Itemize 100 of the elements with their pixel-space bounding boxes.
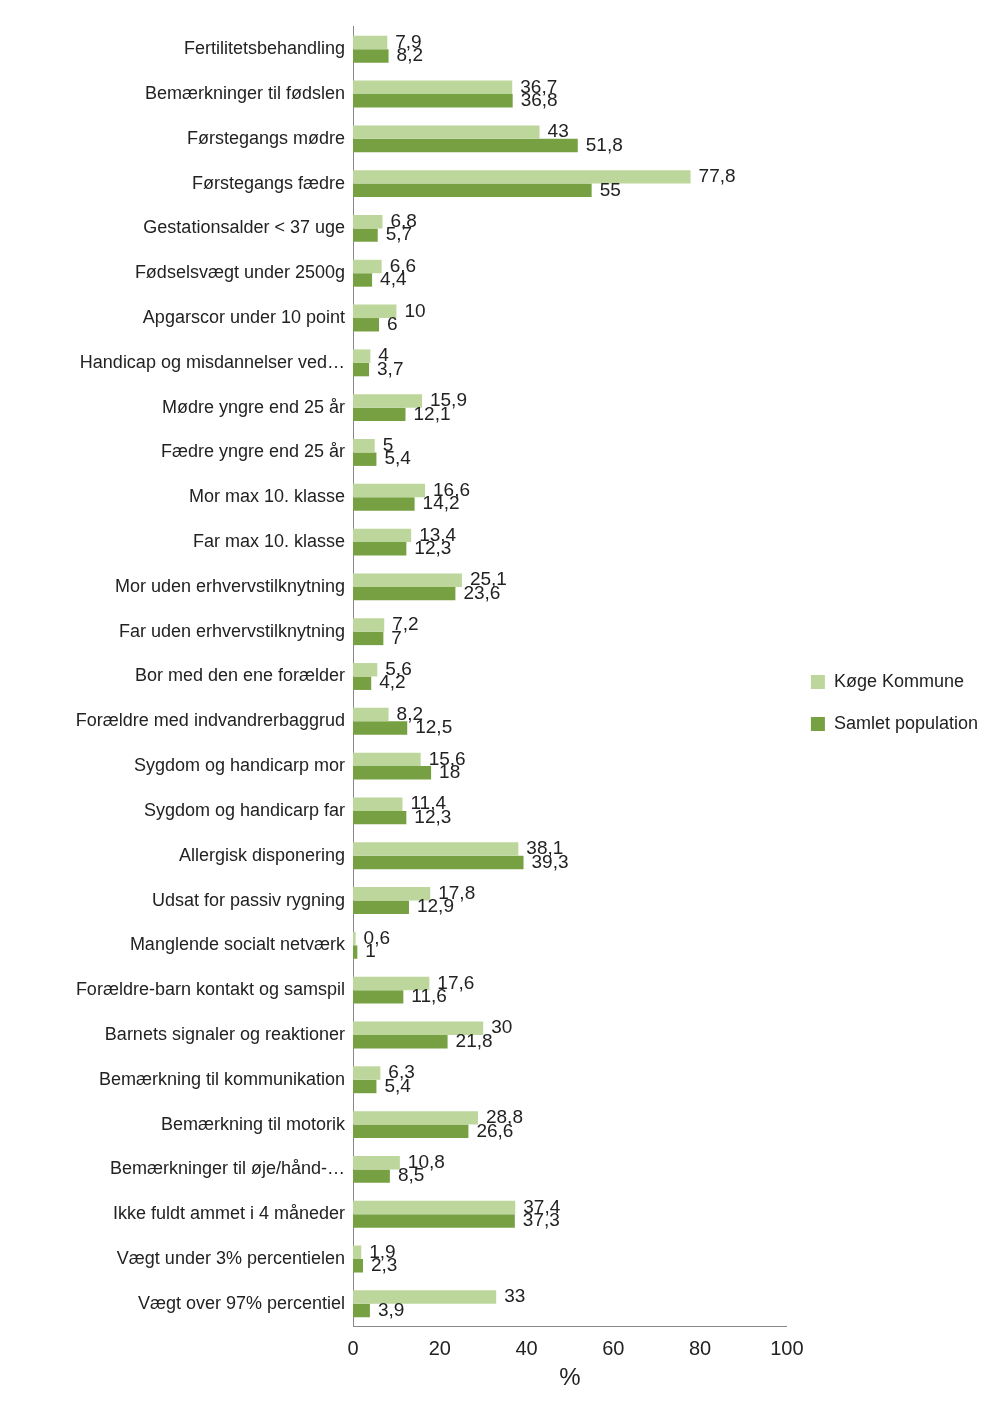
bar xyxy=(353,1258,363,1273)
bar xyxy=(353,1245,362,1259)
y-tick-label: Sygdom og handicarp mor xyxy=(133,755,345,776)
bar xyxy=(353,1200,516,1215)
bar xyxy=(353,842,519,856)
y-tick-label: Bemærkninger til fødslen xyxy=(144,82,345,103)
data-label: 6 xyxy=(387,313,398,334)
y-tick-label: Manglende socialt netværk xyxy=(129,934,346,955)
bar xyxy=(353,752,421,767)
bar xyxy=(353,138,578,153)
bar xyxy=(353,1124,469,1139)
y-tick-label: Udsat for passiv rygning xyxy=(151,889,345,910)
y-tick-label: Fædre yngre end 25 år xyxy=(160,441,345,462)
x-tick-label: 100 xyxy=(770,1336,804,1359)
bar xyxy=(353,49,389,63)
y-tick-label: Førstegangs fædre xyxy=(191,172,345,193)
y-tick-label: Gestationsalder < 37 uge xyxy=(143,217,345,238)
x-tick-label: 80 xyxy=(689,1336,712,1359)
y-tick-label: Sygdom og handicarp far xyxy=(143,799,345,820)
bar xyxy=(353,125,540,139)
bar xyxy=(353,1066,381,1080)
bar xyxy=(353,573,462,587)
data-label: 33 xyxy=(504,1285,526,1307)
y-tick-label: Forældre-barn kontakt og samspil xyxy=(75,979,345,1000)
bar xyxy=(353,80,513,95)
bar xyxy=(353,228,378,242)
legend-label: Køge Kommune xyxy=(833,670,964,691)
bar xyxy=(353,94,513,108)
bar xyxy=(353,766,432,780)
bar xyxy=(353,1303,370,1318)
bar xyxy=(353,542,407,556)
bar xyxy=(353,887,431,901)
data-label: 77,8 xyxy=(698,165,736,187)
bar xyxy=(353,1155,400,1170)
bar xyxy=(353,663,378,677)
data-label: 30 xyxy=(491,1016,513,1038)
bar xyxy=(353,528,412,543)
bar xyxy=(353,676,372,690)
y-tick-label: Mødre yngre end 25 år xyxy=(161,396,346,417)
bar xyxy=(353,497,415,511)
bar xyxy=(353,1111,478,1125)
bar xyxy=(353,976,430,991)
bar xyxy=(353,1079,377,1094)
y-tick-label: Mor max 10. klasse xyxy=(188,486,345,507)
bar xyxy=(353,797,403,811)
bar xyxy=(353,483,426,498)
bar xyxy=(353,259,382,274)
bar xyxy=(353,439,375,453)
data-label: 21,8 xyxy=(455,1029,493,1051)
y-tick-label: Bemærkning til motorik xyxy=(160,1113,346,1134)
y-tick-label: Fertilitetsbehandling xyxy=(183,38,345,59)
bar xyxy=(353,35,388,50)
bar xyxy=(353,855,524,870)
y-tick-label: Bemærkninger til øje/hånd-… xyxy=(109,1158,345,1179)
y-tick-label: Ikke fuldt ammet i 4 måneder xyxy=(112,1203,345,1224)
y-tick-label: Vægt under 3% percentielen xyxy=(116,1247,345,1268)
bar xyxy=(353,707,389,722)
bar xyxy=(353,304,397,319)
bar xyxy=(353,586,456,601)
bar xyxy=(353,990,404,1004)
bar xyxy=(353,1169,390,1183)
bar xyxy=(353,810,407,825)
bar xyxy=(353,318,380,332)
bar xyxy=(353,1290,497,1304)
bar xyxy=(353,1214,515,1228)
bar xyxy=(353,721,408,735)
data-label: 10 xyxy=(404,299,426,321)
bar xyxy=(353,273,373,287)
y-tick-label: Fødselsvægt under 2500g xyxy=(134,262,345,283)
bar xyxy=(353,1034,448,1049)
x-tick-label: 60 xyxy=(602,1336,625,1359)
y-tick-label: Far uden erhvervstilknytning xyxy=(118,620,345,641)
y-tick-label: Barnets signaler og reaktioner xyxy=(104,1023,345,1044)
data-label: 55 xyxy=(599,178,621,200)
data-label: 51,8 xyxy=(585,133,623,155)
x-tick-label: 20 xyxy=(428,1336,451,1359)
y-tick-label: Førstegangs mødre xyxy=(186,127,345,148)
bar xyxy=(353,394,422,408)
bar xyxy=(353,631,384,646)
bar xyxy=(353,618,385,632)
bar xyxy=(353,214,383,229)
bar xyxy=(353,900,409,914)
legend-label: Samlet population xyxy=(833,712,979,733)
bar xyxy=(353,945,358,959)
y-tick-label: Mor uden erhvervstilknytning xyxy=(114,575,345,596)
bar xyxy=(353,407,406,422)
bar xyxy=(353,452,377,466)
y-tick-label: Apgarscor under 10 point xyxy=(142,307,345,328)
x-tick-label: 40 xyxy=(515,1336,538,1359)
x-axis-title: % xyxy=(559,1363,581,1391)
data-label: 3,9 xyxy=(377,1298,405,1320)
y-tick-label: Forældre med indvandrerbaggrud xyxy=(75,710,345,731)
bar xyxy=(353,362,370,377)
bar xyxy=(353,349,371,363)
y-tick-label: Handicap og misdannelser ved… xyxy=(79,351,345,372)
y-tick-label: Allergisk disponering xyxy=(178,844,345,865)
data-label: 43 xyxy=(547,120,569,142)
x-tick-label: 0 xyxy=(347,1336,359,1359)
y-tick-label: Bor med den ene forælder xyxy=(134,665,345,686)
y-tick-label: Bemærkning til kommunikation xyxy=(98,1068,345,1089)
